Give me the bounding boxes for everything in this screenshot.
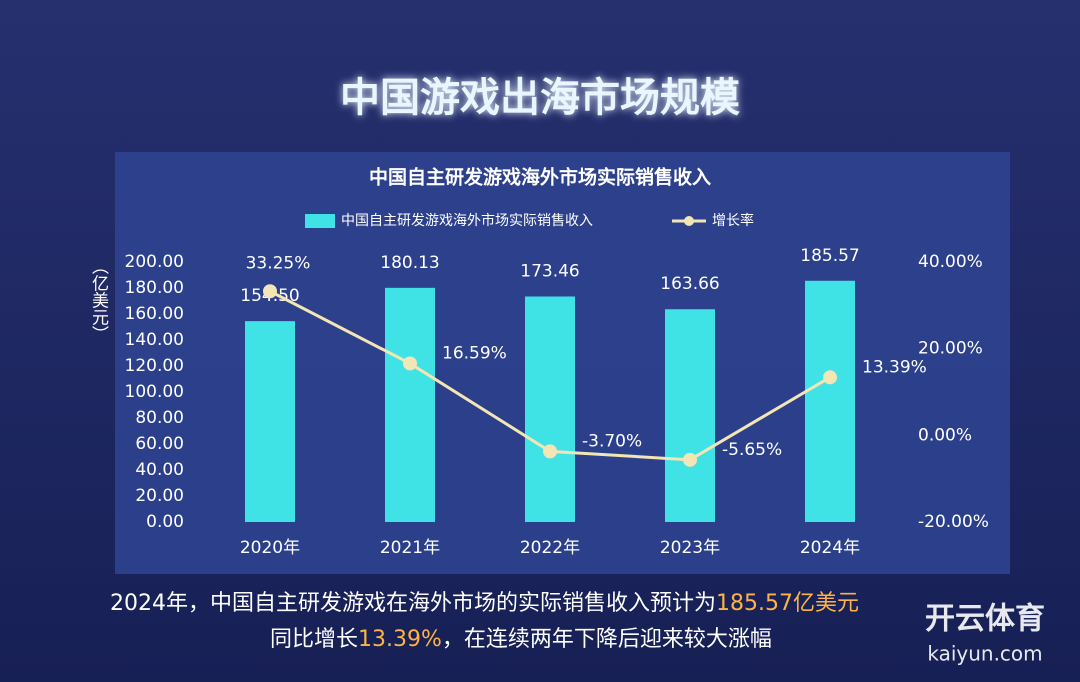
y-tick-label: 20.00 <box>135 486 184 506</box>
y2-tick-label: 40.00% <box>918 252 983 272</box>
line-value-label: 13.39% <box>862 357 927 377</box>
caption-text: ，在连续两年下降后迎来较大涨幅 <box>442 627 772 652</box>
y-tick-label: 100.00 <box>125 382 184 402</box>
line-marker <box>543 444 557 459</box>
y-tick-label: 0.00 <box>146 512 184 532</box>
bar-value-label: 163.66 <box>660 274 719 294</box>
y-tick-label: 80.00 <box>135 408 184 428</box>
bar <box>525 296 575 522</box>
caption-highlight: 185.57亿美元 <box>716 591 859 616</box>
line-marker <box>683 452 697 467</box>
y-tick-label: 120.00 <box>125 356 184 376</box>
caption-line1: 2024年，中国自主研发游戏在海外市场的实际销售收入预计为185.57亿美元 <box>110 591 859 616</box>
bar-value-label: 173.46 <box>520 262 579 282</box>
line-value-label: -3.70% <box>582 431 642 451</box>
watermark-site: kaiyun.com <box>927 642 1042 666</box>
y-tick-label: 140.00 <box>125 330 184 350</box>
x-tick-label: 2021年 <box>380 538 440 558</box>
y-tick-label: 160.00 <box>125 304 184 324</box>
line-marker <box>403 356 417 371</box>
line-value-label: -5.65% <box>722 440 782 460</box>
line-value-label: 16.59% <box>442 343 507 363</box>
y-axis-label: （亿美元） <box>88 258 109 343</box>
y2-tick-label: -20.00% <box>918 512 989 532</box>
bar <box>245 321 295 522</box>
bar <box>665 309 715 522</box>
x-tick-label: 2022年 <box>520 538 580 558</box>
y-tick-label: 40.00 <box>135 460 184 480</box>
x-tick-label: 2020年 <box>240 538 300 558</box>
bar <box>385 287 435 522</box>
x-tick-label: 2024年 <box>800 538 860 558</box>
slide-title: 中国游戏出海市场规模 <box>340 75 740 121</box>
y-tick-label: 180.00 <box>125 278 184 298</box>
bar-value-label: 185.57 <box>800 246 859 266</box>
x-tick-label: 2023年 <box>660 538 720 558</box>
watermark-brand: 开云体育 <box>925 602 1045 637</box>
line-marker <box>263 284 277 299</box>
y2-tick-label: 20.00% <box>918 339 983 359</box>
y-tick-label: 60.00 <box>135 434 184 454</box>
line-value-label: 33.25% <box>246 253 311 273</box>
caption-line2: 同比增长13.39%，在连续两年下降后迎来较大涨幅 <box>270 627 772 652</box>
caption-text: 同比增长 <box>270 627 358 652</box>
bar <box>805 280 855 522</box>
line-marker <box>823 370 837 385</box>
chart-title: 中国自主研发游戏海外市场实际销售收入 <box>369 166 711 189</box>
legend-swatch <box>684 216 694 226</box>
legend-label: 中国自主研发游戏海外市场实际销售收入 <box>341 212 593 229</box>
caption-highlight: 13.39% <box>358 627 442 652</box>
y2-tick-label: 0.00% <box>918 425 972 445</box>
bar-value-label: 180.13 <box>380 253 439 273</box>
legend-swatch <box>305 214 335 228</box>
y-tick-label: 200.00 <box>125 252 184 272</box>
legend-label: 增长率 <box>712 212 754 229</box>
caption-text: 2024年，中国自主研发游戏在海外市场的实际销售收入预计为 <box>110 591 716 616</box>
